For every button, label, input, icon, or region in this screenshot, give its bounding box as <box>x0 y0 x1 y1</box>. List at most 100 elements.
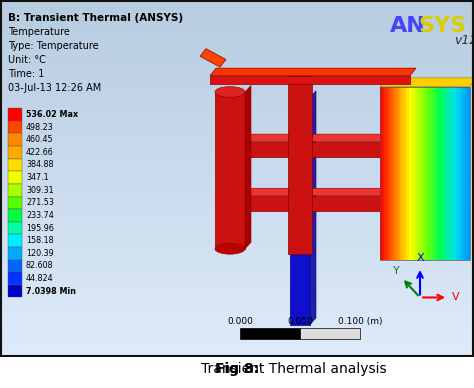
Bar <box>300 328 360 339</box>
Bar <box>452 87 455 260</box>
Text: 460.45: 460.45 <box>26 135 54 144</box>
Bar <box>447 87 450 260</box>
Bar <box>240 196 410 211</box>
Bar <box>456 87 459 260</box>
Bar <box>454 87 457 260</box>
Text: 309.31: 309.31 <box>26 186 54 195</box>
Bar <box>438 87 441 260</box>
Bar <box>459 87 462 260</box>
Bar <box>8 159 22 171</box>
Text: 0.000: 0.000 <box>227 317 253 326</box>
Bar <box>380 87 383 260</box>
Bar <box>441 87 444 260</box>
Text: Transient Thermal analysis: Transient Thermal analysis <box>201 362 387 376</box>
Bar <box>8 285 22 298</box>
Bar <box>461 87 464 260</box>
Text: AN: AN <box>390 16 426 36</box>
Bar <box>8 184 22 196</box>
Bar <box>387 87 390 260</box>
Text: 0.100 (m): 0.100 (m) <box>338 317 382 326</box>
Polygon shape <box>210 68 416 76</box>
Bar <box>425 87 428 260</box>
Bar <box>463 87 466 260</box>
Bar <box>240 328 300 339</box>
Bar <box>8 146 22 159</box>
Bar <box>445 87 448 260</box>
Bar <box>8 108 22 121</box>
Text: 0.050: 0.050 <box>287 317 313 326</box>
Bar <box>443 87 446 260</box>
Text: 03-Jul-13 12:26 AM: 03-Jul-13 12:26 AM <box>8 83 101 93</box>
Bar <box>405 87 408 260</box>
Polygon shape <box>240 188 416 196</box>
Text: Fig 8:: Fig 8: <box>215 362 259 376</box>
Bar <box>432 87 435 260</box>
Text: 233.74: 233.74 <box>26 211 54 220</box>
Text: 384.88: 384.88 <box>26 161 54 170</box>
Text: v12: v12 <box>454 33 474 47</box>
Bar <box>409 87 412 260</box>
Bar <box>290 87 310 324</box>
Bar <box>396 87 399 260</box>
Text: 195.96: 195.96 <box>26 223 54 232</box>
Bar <box>402 87 405 260</box>
Text: 82.608: 82.608 <box>26 262 54 270</box>
Bar <box>393 87 396 260</box>
Bar <box>8 247 22 260</box>
Text: 44.824: 44.824 <box>26 274 54 283</box>
Text: Temperature: Temperature <box>8 27 70 37</box>
Bar <box>414 87 417 260</box>
Text: 422.66: 422.66 <box>26 148 54 157</box>
Text: 347.1: 347.1 <box>26 173 49 182</box>
Bar <box>8 196 22 209</box>
Ellipse shape <box>215 87 245 97</box>
Text: 271.53: 271.53 <box>26 198 54 207</box>
Bar <box>380 87 470 260</box>
Bar <box>436 87 439 260</box>
Polygon shape <box>240 134 416 142</box>
Bar <box>288 76 312 254</box>
Bar <box>8 222 22 234</box>
Text: 7.0398 Min: 7.0398 Min <box>26 287 76 296</box>
Text: Type: Temperature: Type: Temperature <box>8 41 99 51</box>
Polygon shape <box>380 78 474 87</box>
Text: V: V <box>452 293 460 303</box>
Bar <box>423 87 426 260</box>
Bar <box>382 87 385 260</box>
Text: B: Transient Thermal (ANSYS): B: Transient Thermal (ANSYS) <box>8 13 183 23</box>
Bar <box>8 133 22 146</box>
Bar <box>8 234 22 247</box>
Text: 536.02 Max: 536.02 Max <box>26 110 78 119</box>
Polygon shape <box>310 91 316 324</box>
Text: Y: Y <box>393 266 400 275</box>
Polygon shape <box>200 48 226 67</box>
Ellipse shape <box>215 243 245 254</box>
Bar <box>416 87 419 260</box>
Text: SYS: SYS <box>418 16 466 36</box>
Text: 120.39: 120.39 <box>26 249 54 258</box>
Bar <box>427 87 430 260</box>
Bar <box>434 87 437 260</box>
Text: Unit: °C: Unit: °C <box>8 55 46 65</box>
Bar <box>450 87 453 260</box>
Bar <box>384 87 387 260</box>
Bar <box>420 87 423 260</box>
Bar <box>411 87 414 260</box>
Bar <box>215 92 245 249</box>
Text: 498.23: 498.23 <box>26 123 54 132</box>
Bar <box>8 171 22 184</box>
Bar <box>418 87 421 260</box>
Bar <box>210 76 410 84</box>
Text: 158.18: 158.18 <box>26 236 54 245</box>
Text: X: X <box>416 253 424 263</box>
Polygon shape <box>245 85 251 249</box>
Bar <box>8 260 22 272</box>
Bar <box>8 209 22 222</box>
Bar <box>407 87 410 260</box>
Bar <box>391 87 394 260</box>
Bar <box>240 142 410 157</box>
Text: Time: 1: Time: 1 <box>8 69 45 79</box>
Bar <box>429 87 432 260</box>
Bar <box>398 87 401 260</box>
Bar <box>8 121 22 133</box>
